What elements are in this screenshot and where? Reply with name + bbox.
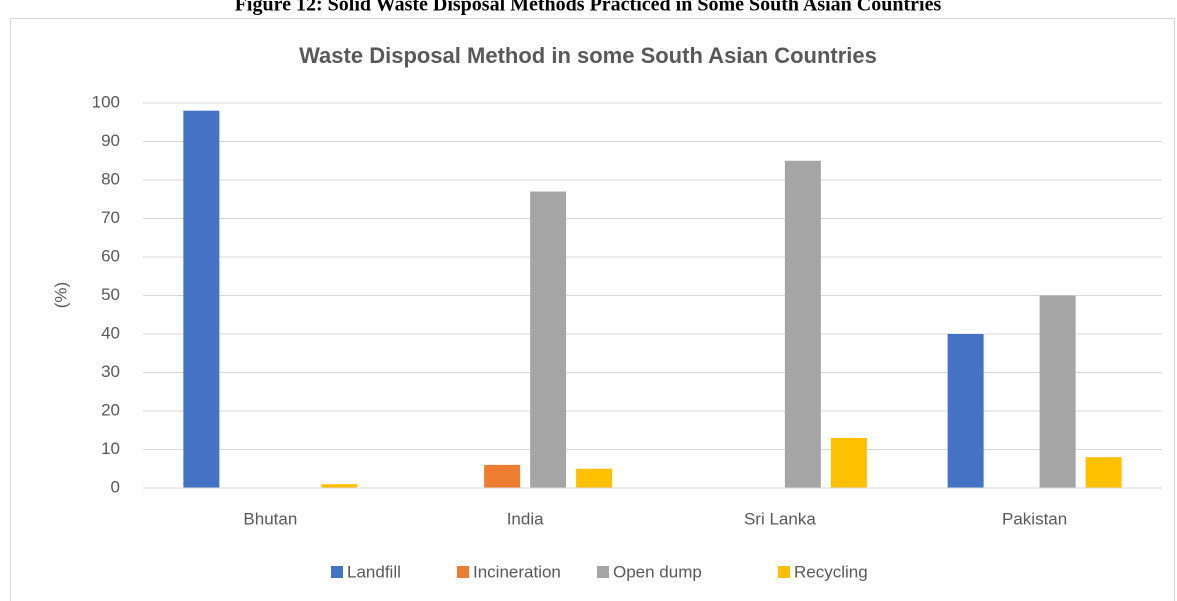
y-tick-label: 10 [101, 439, 120, 458]
bar [830, 437, 867, 488]
bar [1039, 295, 1076, 488]
y-tick-label: 0 [111, 477, 120, 496]
y-tick-label: 30 [101, 362, 120, 381]
legend-swatch [597, 566, 609, 578]
bar [784, 160, 821, 488]
bar [576, 468, 613, 488]
bar [484, 464, 521, 488]
y-tick-label: 60 [101, 246, 120, 265]
y-tick-label: 70 [101, 208, 120, 227]
x-tick-label: Sri Lanka [744, 509, 816, 528]
x-tick-label: Pakistan [1002, 509, 1067, 528]
legend-label: Open dump [613, 562, 702, 581]
legend-label: Incineration [473, 562, 561, 581]
bar [1085, 457, 1122, 488]
chart-title: Waste Disposal Method in some South Asia… [299, 43, 877, 68]
legend-swatch [778, 566, 790, 578]
bar [530, 191, 567, 489]
y-tick-label: 80 [101, 169, 120, 188]
x-tick-label: India [507, 509, 544, 528]
legend-swatch [331, 566, 343, 578]
legend-label: Landfill [347, 562, 401, 581]
bar [947, 334, 984, 488]
legend-label: Recycling [794, 562, 868, 581]
y-tick-label: 90 [101, 131, 120, 150]
legend-swatch [457, 566, 469, 578]
x-tick-label: Bhutan [243, 509, 297, 528]
figure-caption: Figure 12: Solid Waste Disposal Methods … [235, 0, 942, 16]
bar [183, 110, 220, 488]
y-tick-label: 50 [101, 285, 120, 304]
y-tick-label: 20 [101, 400, 120, 419]
y-tick-label: 40 [101, 323, 120, 342]
y-axis-label: (%) [51, 282, 70, 308]
bar [321, 484, 358, 488]
y-tick-label: 100 [92, 92, 120, 111]
